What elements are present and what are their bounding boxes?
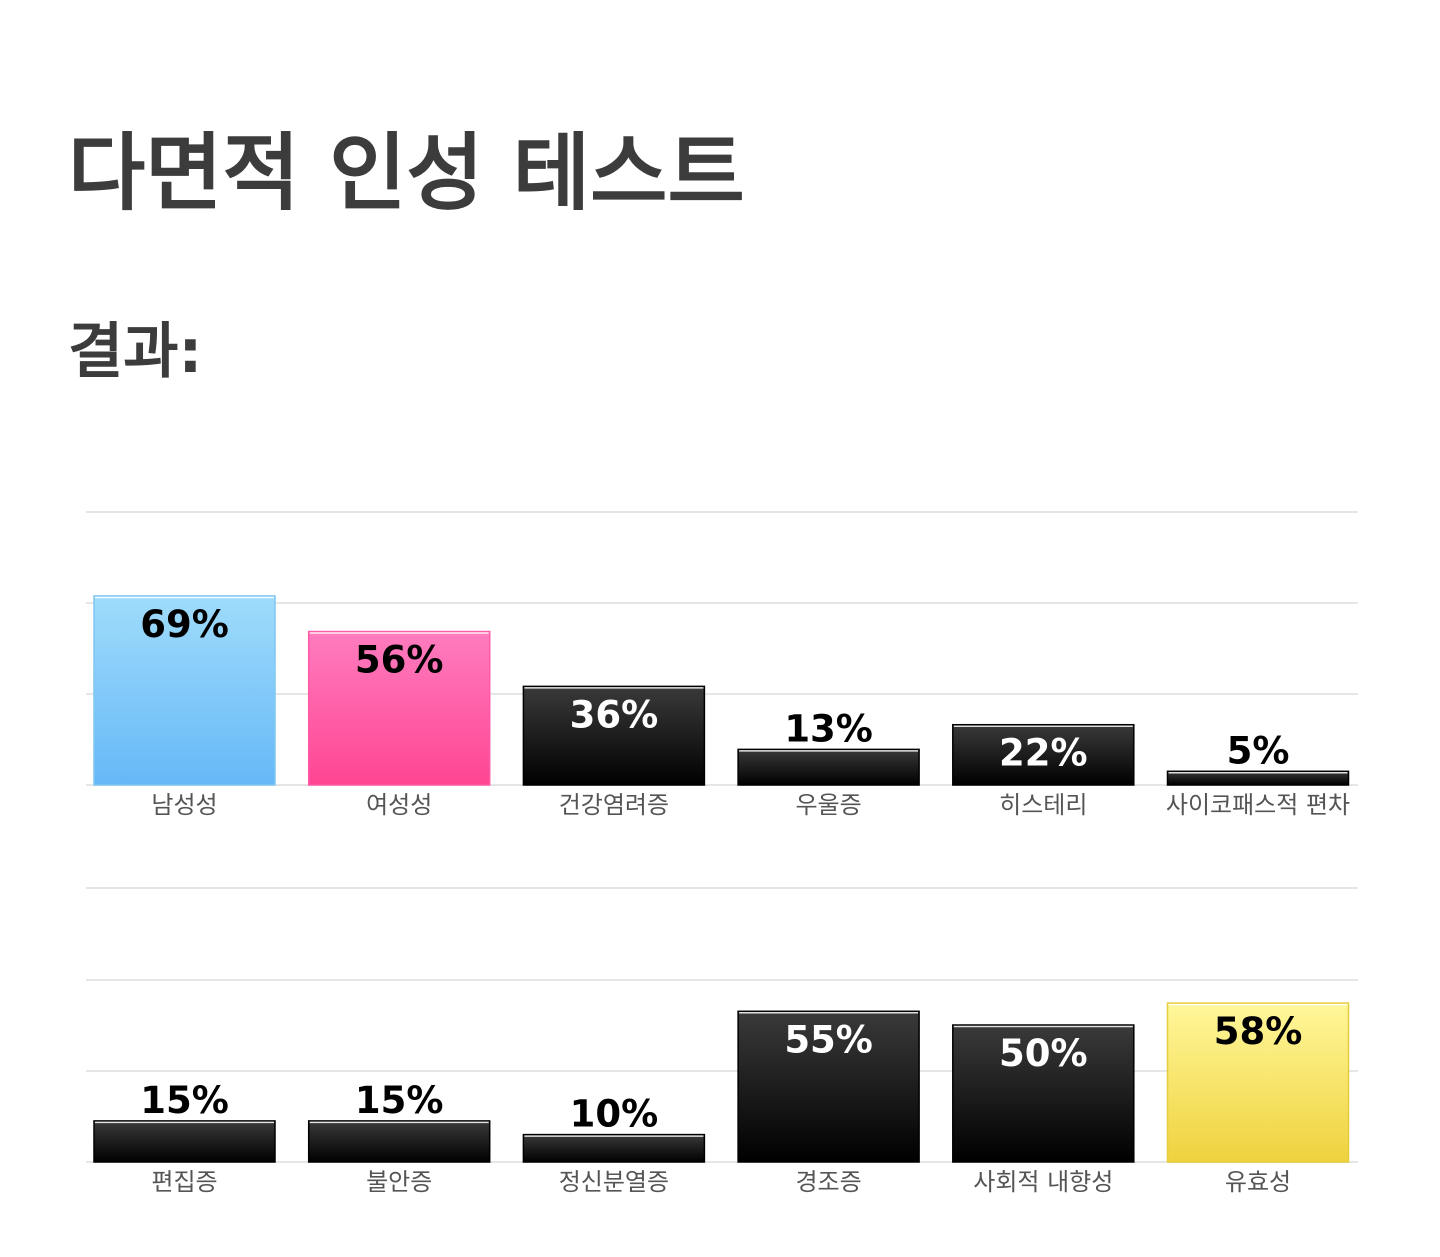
category-label: 사회적 내향성	[973, 1168, 1113, 1196]
category-label: 경조증	[795, 1168, 861, 1196]
category-label: 편집증	[151, 1168, 217, 1196]
bar-2-6	[1166, 1002, 1350, 1163]
bar-value-label: 56%	[355, 639, 444, 682]
bar-value-label: 10%	[570, 1093, 659, 1136]
bar-value-label: 50%	[999, 1032, 1088, 1075]
category-label: 우울증	[795, 791, 861, 819]
bar-value-label: 22%	[999, 732, 1088, 775]
bar-value-label: 15%	[355, 1079, 444, 1122]
page-title: 다면적 인성 테스트	[68, 124, 745, 222]
category-label: 남성성	[151, 791, 217, 819]
bar-1-3	[522, 685, 706, 786]
category-label: 건강염려증	[559, 791, 669, 819]
bar-1-5	[952, 723, 1135, 786]
bar-1-1	[93, 595, 276, 786]
category-label: 유효성	[1225, 1168, 1291, 1196]
bar-2-2	[307, 1120, 491, 1163]
bar-chart-1: 69% 남성성 56% 여성성 36% 건강염려증 13% 우울증 22% 히스테리 5% 사이코패스…	[86, 511, 1358, 819]
bar-value-label: 58%	[1214, 1010, 1303, 1053]
bar-value-label: 15%	[140, 1079, 229, 1122]
category-label: 여성성	[366, 791, 432, 819]
bar-value-label: 69%	[140, 603, 229, 646]
bar-value-label: 36%	[570, 693, 659, 736]
bar-2-4	[737, 1010, 920, 1163]
bar-1-2	[307, 630, 491, 786]
bar-value-label: 13%	[784, 707, 873, 750]
bar-2-3	[522, 1133, 706, 1163]
category-label: 정신분열증	[559, 1168, 669, 1196]
category-label: 히스테리	[999, 791, 1087, 819]
bar-2-5	[952, 1024, 1135, 1163]
bar-value-label: 5%	[1227, 729, 1290, 772]
bar-value-label: 55%	[784, 1018, 873, 1061]
bar-1-4	[737, 748, 920, 786]
bar-1-6	[1166, 770, 1350, 786]
category-label: 불안증	[366, 1168, 432, 1196]
category-label: 사이코패스적 편차	[1166, 791, 1350, 819]
bar-chart-2: 15% 편집증 15% 불안증 10% 정신분열증 55% 경조증 50% 사회적 내향성 58% 유…	[86, 887, 1358, 1196]
bar-2-1	[93, 1120, 276, 1163]
results-heading: 결과:	[68, 317, 203, 387]
